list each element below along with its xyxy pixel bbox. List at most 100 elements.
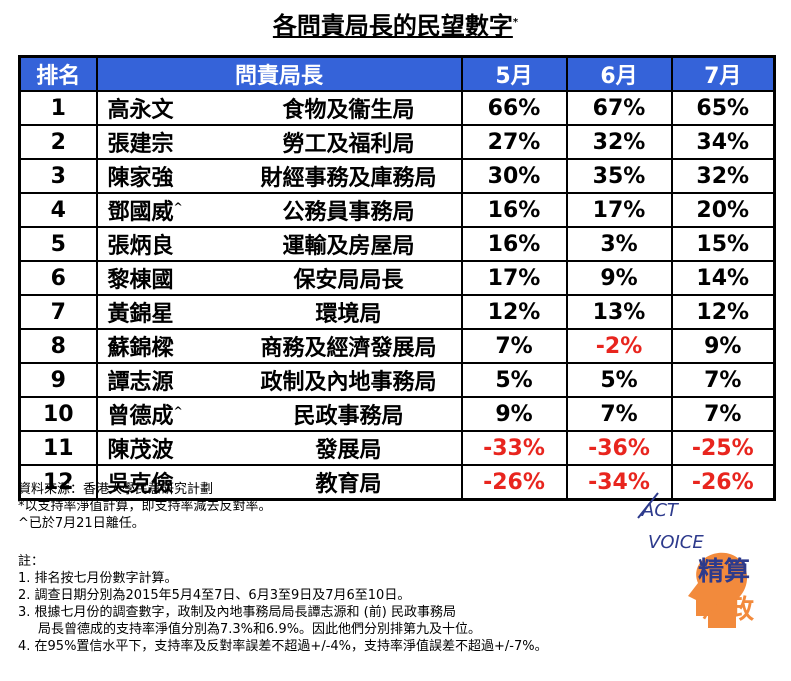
rating-cell: 7% — [670, 396, 776, 432]
footnote: *以支持率淨值計算，即支持率減去反對率。 — [18, 499, 272, 514]
rating-cell: 3% — [565, 226, 673, 262]
post-cell: 保安局局長 — [236, 260, 463, 296]
rating-cell: 12% — [670, 294, 776, 330]
rating-cell: 7% — [460, 328, 568, 364]
name-text: 曾德成 — [107, 404, 174, 429]
table-row: 7 黃錦星 環境局 12% 13% 12% — [18, 294, 776, 330]
rank-cell: 6 — [18, 260, 98, 296]
name-cell: 張建宗 — [95, 124, 237, 160]
rating-cell: 14% — [670, 260, 776, 296]
name-text: 蘇錦樑 — [107, 336, 174, 361]
rating-cell: 15% — [670, 226, 776, 262]
table-row: 1 高永文 食物及衞生局 66% 67% 65% — [18, 90, 776, 126]
rating-cell: 9% — [565, 260, 673, 296]
header-cell: 問責局長 — [95, 55, 463, 92]
rating-cell: 7% — [670, 362, 776, 398]
note-line: 2. 調查日期分別為2015年5月4至7日、6月3至9日及7月6至10日。 — [18, 588, 411, 603]
name-cell: 陳家強 — [95, 158, 237, 194]
table-row: 10 曾德成^ 民政事務局 9% 7% 7% — [18, 396, 776, 432]
title: 各問責局長的民望數字* — [0, 6, 791, 41]
logo-text: 精算 — [698, 556, 750, 587]
post-cell: 發展局 — [236, 430, 463, 466]
logo-text: VOICE — [648, 532, 704, 553]
logo-stroke — [637, 492, 659, 519]
rating-cell: 32% — [565, 124, 673, 160]
rank-cell: 7 — [18, 294, 98, 330]
rating-cell: 30% — [460, 158, 568, 194]
footnote: ^已於7月21日離任。 — [18, 516, 145, 531]
rank-cell: 9 — [18, 362, 98, 398]
rating-cell: 20% — [670, 192, 776, 228]
name-text: 黃錦星 — [107, 302, 174, 327]
rating-cell: 35% — [565, 158, 673, 194]
name-cell: 陳茂波 — [95, 430, 237, 466]
footnote: 資料來源：香港大學民意研究計劃 — [18, 482, 214, 497]
name-cell: 黎棟國 — [95, 260, 237, 296]
table-row: 11 陳茂波 發展局 -33% -36% -25% — [18, 430, 776, 466]
rank-cell: 8 — [18, 328, 98, 364]
post-cell: 食物及衞生局 — [236, 90, 463, 126]
rating-cell: 9% — [670, 328, 776, 364]
rating-cell: 5% — [565, 362, 673, 398]
post-cell: 財經事務及庫務局 — [236, 158, 463, 194]
rank-cell: 3 — [18, 158, 98, 194]
header-cell: 5月 — [460, 55, 568, 92]
rating-cell: 66% — [460, 90, 568, 126]
rating-cell: 65% — [670, 90, 776, 126]
name-cell: 張炳良 — [95, 226, 237, 262]
name-cell: 蘇錦樑 — [95, 328, 237, 364]
table-row: 3 陳家強 財經事務及庫務局 30% 35% 32% — [18, 158, 776, 194]
rating-cell: 13% — [565, 294, 673, 330]
post-cell: 勞工及福利局 — [236, 124, 463, 160]
name-text: 吳克儉 — [107, 472, 174, 497]
name-cell: 譚志源 — [95, 362, 237, 398]
rating-cell: 12% — [460, 294, 568, 330]
logo-text: ACT — [641, 500, 680, 521]
name-text: 陳家強 — [107, 166, 174, 191]
rating-cell: 16% — [460, 226, 568, 262]
post-cell: 運輸及房屋局 — [236, 226, 463, 262]
name-text: 黎棟國 — [107, 268, 174, 293]
table-row: 12 吳克儉 教育局 -26% -34% -26% — [18, 464, 776, 501]
name-text: 鄧國威 — [107, 200, 174, 225]
name-text: 高永文 — [107, 98, 174, 123]
notes: 註： 1. 排名按七月份數字計算。 2. 調查日期分別為2015年5月4至7日、6月… — [18, 553, 548, 655]
name-cell: 黃錦星 — [95, 294, 237, 330]
name-note: ^ — [173, 404, 183, 418]
rating-cell: 17% — [460, 260, 568, 296]
post-cell: 教育局 — [236, 464, 463, 501]
table-row: 5 張炳良 運輸及房屋局 16% 3% 15% — [18, 226, 776, 262]
name-note: ^ — [173, 200, 183, 214]
header-row: 排名 問責局長 5月 6月 7月 — [18, 55, 776, 92]
rank-cell: 10 — [18, 396, 98, 432]
header-cell: 6月 — [565, 55, 673, 92]
rank-cell: 4 — [18, 192, 98, 228]
rating-cell: -26% — [460, 464, 568, 501]
post-cell: 公務員事務局 — [236, 192, 463, 228]
logo: ACT VOICE 精算 思政 — [637, 492, 754, 628]
table-row: 6 黎棟國 保安局局長 17% 9% 14% — [18, 260, 776, 296]
rating-cell: -26% — [670, 464, 776, 501]
name-text: 張炳良 — [107, 234, 174, 259]
rank-cell: 2 — [18, 124, 98, 160]
name-cell: 鄧國威^ — [95, 192, 237, 228]
table-row: 8 蘇錦樑 商務及經濟發展局 7% -2% 9% — [18, 328, 776, 364]
logo-head — [688, 552, 748, 628]
name-cell: 高永文 — [95, 90, 237, 126]
name-cell: 曾德成^ — [95, 396, 237, 432]
header-cell: 排名 — [18, 55, 98, 92]
notes-heading: 註： — [18, 554, 45, 569]
rank-cell: 1 — [18, 90, 98, 126]
rating-cell: -2% — [565, 328, 673, 364]
rating-cell: 5% — [460, 362, 568, 398]
name-text: 陳茂波 — [107, 438, 174, 463]
rating-cell: -33% — [460, 430, 568, 466]
note-line: 1. 排名按七月份數字計算。 — [18, 571, 178, 586]
footnotes: 資料來源：香港大學民意研究計劃 *以支持率淨值計算，即支持率減去反對率。 ^已於7月… — [18, 481, 272, 532]
table-row: 4 鄧國威^ 公務員事務局 16% 17% 20% — [18, 192, 776, 228]
name-text: 譚志源 — [107, 370, 174, 395]
ratings-table: 排名 問責局長 5月 6月 7月 1 高永文 食物及衞生局 66% 6 7% 65% 2 張建宗… — [18, 55, 777, 501]
post-cell: 民政事務局 — [236, 396, 463, 432]
logo-text: 思政 — [702, 594, 754, 625]
rank-cell: 11 — [18, 430, 98, 466]
